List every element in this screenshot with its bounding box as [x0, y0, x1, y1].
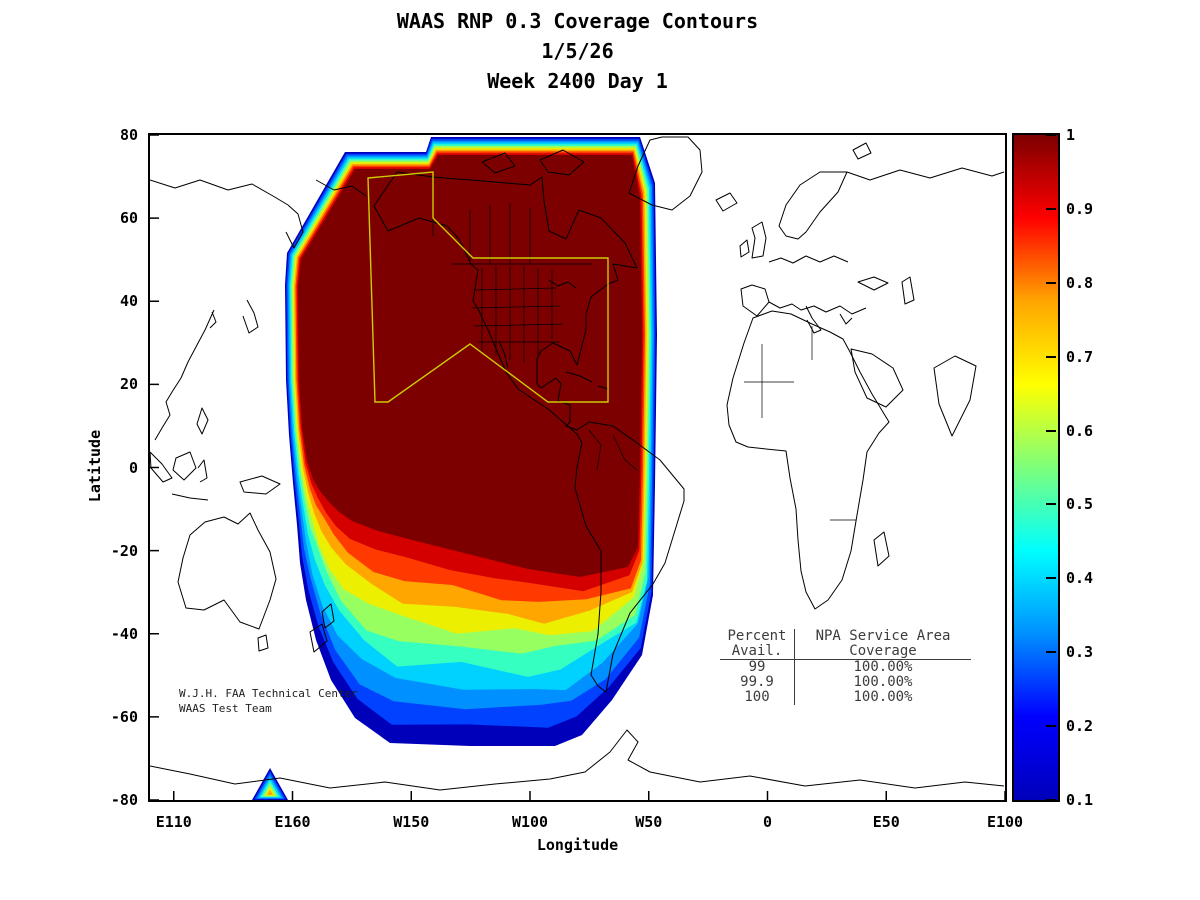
- table-subheader-avail: Avail.: [720, 644, 795, 660]
- chart-subtitle-week: Week 2400 Day 1: [487, 69, 668, 93]
- x-tick-label: E160: [274, 813, 311, 831]
- y-tick-label: -20: [110, 541, 138, 560]
- colorbar-tick-mark: [1046, 725, 1056, 728]
- credit-text: W.J.H. FAA Technical Center WAAS Test Te…: [179, 686, 358, 716]
- table-subheader-coverage: Coverage: [795, 644, 971, 660]
- credit-line2: WAAS Test Team: [179, 702, 272, 715]
- y-tick-label: -40: [110, 624, 138, 643]
- table-row: 99 100.00%: [720, 660, 971, 675]
- colorbar: [1012, 133, 1060, 802]
- colorbar-tick-label: 0.1: [1066, 790, 1094, 809]
- plot-area: W.J.H. FAA Technical Center WAAS Test Te…: [148, 133, 1007, 802]
- colorbar-tick-mark: [1046, 577, 1056, 580]
- table-row: 99.9 100.00%: [720, 675, 971, 690]
- x-tick-label: E50: [872, 813, 900, 831]
- colorbar-tick-mark: [1046, 651, 1056, 654]
- table-header-service-area: NPA Service Area: [815, 628, 951, 644]
- y-tick-label: 20: [119, 375, 138, 394]
- table-cell-percent-avail: 99.9: [720, 675, 795, 690]
- y-tick-label: 60: [119, 209, 138, 228]
- colorbar-tick-label: 0.8: [1066, 273, 1094, 292]
- colorbar-tick-label: 0.2: [1066, 717, 1094, 736]
- colorbar-tick-label: 0.9: [1066, 199, 1094, 218]
- y-tick-label: -80: [110, 791, 138, 809]
- table-cell-coverage: 100.00%: [853, 689, 913, 705]
- table-cell-coverage: 100.00%: [853, 659, 913, 675]
- colorbar-tick-label: 0.5: [1066, 495, 1094, 514]
- credit-line1: W.J.H. FAA Technical Center: [179, 687, 358, 700]
- y-tick-label: -60: [110, 707, 138, 726]
- y-tick-label: 0: [128, 458, 138, 477]
- colorbar-tick-label: 0.4: [1066, 569, 1094, 588]
- colorbar-tick-label: 0.6: [1066, 421, 1094, 440]
- x-tick-label: E110: [155, 813, 192, 831]
- colorbar-tick-mark: [1046, 281, 1056, 284]
- colorbar-tick-label: 1: [1066, 126, 1076, 144]
- table-body: 99 100.00% 99.9 100.00% 100 100.00%: [720, 660, 971, 705]
- table-header-percent: Percent: [720, 629, 795, 644]
- x-axis-label: Longitude: [536, 836, 619, 854]
- chart-title-block: WAAS RNP 0.3 Coverage Contours 1/5/26 We…: [150, 6, 1005, 96]
- x-tick-label: 0: [762, 813, 773, 831]
- colorbar-tick-mark: [1046, 207, 1056, 210]
- coverage-table: Percent NPA Service Area Avail. Coverage…: [720, 629, 971, 705]
- table-cell-percent-avail: 99: [720, 660, 795, 675]
- x-tick-label: W50: [635, 813, 663, 831]
- x-tick-label: E100: [986, 813, 1024, 831]
- colorbar-tick-mark: [1046, 355, 1056, 358]
- chart-title: WAAS RNP 0.3 Coverage Contours: [396, 9, 759, 33]
- chart-subtitle-date: 1/5/26: [541, 39, 614, 63]
- y-tick-label: 80: [119, 126, 138, 144]
- table-row: 100 100.00%: [720, 690, 971, 705]
- x-tick-label: W150: [393, 813, 430, 831]
- table-cell-coverage: 100.00%: [853, 674, 913, 690]
- x-tick-label: W100: [511, 813, 549, 831]
- colorbar-tick-label: 0.7: [1066, 347, 1094, 366]
- coverage-contour-map: [150, 135, 1005, 800]
- colorbar-tick-mark: [1046, 503, 1056, 506]
- colorbar-tick-mark: [1046, 429, 1056, 432]
- colorbar-tick-mark: [1046, 134, 1056, 136]
- y-tick-label: 40: [119, 292, 138, 311]
- colorbar-tick-mark: [1046, 798, 1056, 801]
- table-cell-percent-avail: 100: [720, 690, 795, 705]
- colorbar-tick-label: 0.3: [1066, 643, 1094, 662]
